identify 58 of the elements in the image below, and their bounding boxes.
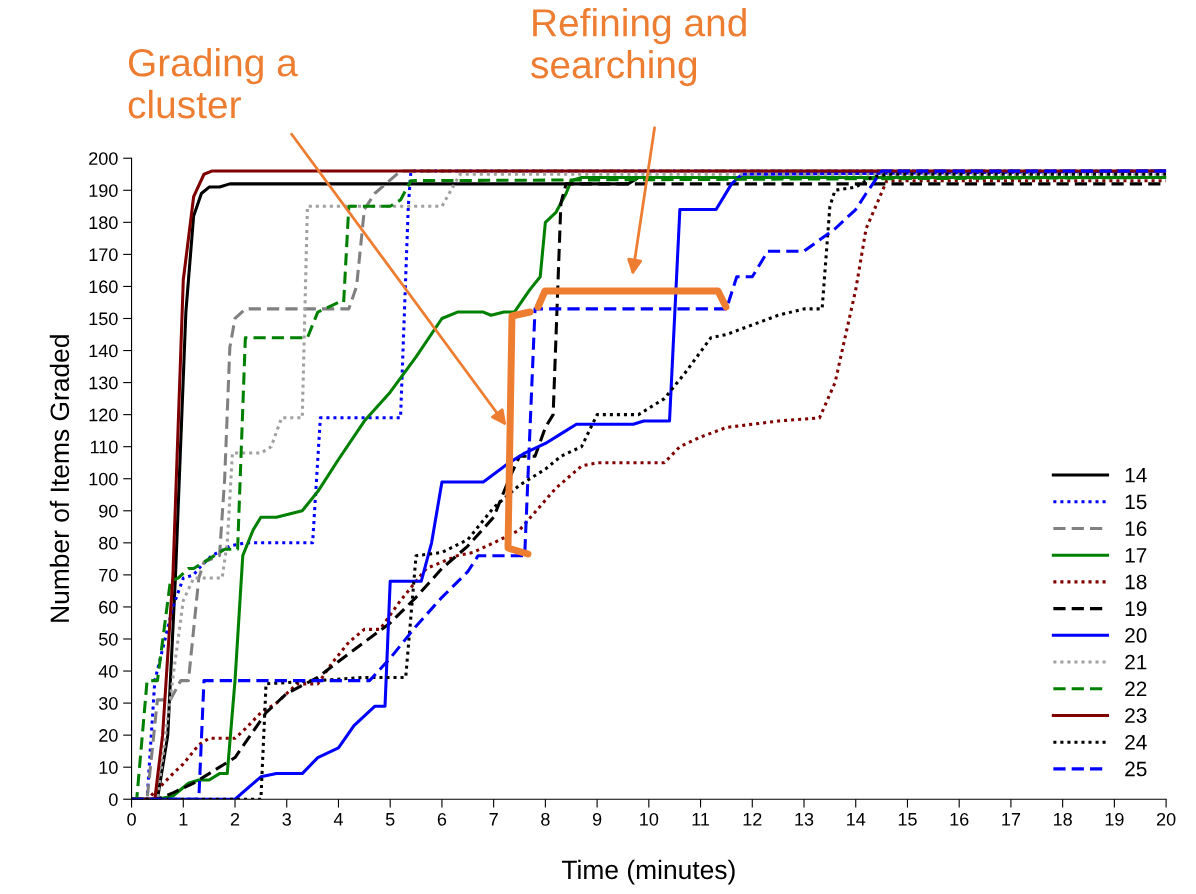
y-tick-label: 120 [89, 408, 118, 422]
x-tick-label: 11 [692, 813, 710, 826]
x-tick-label: 9 [592, 812, 602, 826]
x-tick-label: 18 [1053, 812, 1072, 826]
x-tick-label: 0 [127, 812, 136, 826]
y-tick-label: 130 [89, 376, 118, 390]
x-tick-label: 6 [437, 812, 447, 826]
y-tick-label: 140 [89, 344, 118, 358]
x-tick-label: 19 [1105, 812, 1124, 826]
y-tick-label: 190 [89, 184, 118, 198]
y-tick-label: 150 [89, 312, 118, 326]
legend-label: 17 [1125, 548, 1147, 563]
x-tick-label: 15 [898, 813, 917, 826]
legend-label: 22 [1125, 681, 1147, 697]
x-tick-label: 4 [333, 813, 343, 826]
y-tick-label: 100 [89, 472, 118, 486]
legend-label: 14 [1125, 468, 1147, 483]
text: Grading a cluster [128, 48, 298, 119]
x-tick-label: 1 [179, 813, 188, 826]
x-tick-label: 3 [282, 812, 291, 826]
x-tick-label: 13 [795, 812, 814, 826]
y-tick-label: 50 [99, 632, 118, 646]
legend-label: 16 [1125, 521, 1147, 536]
x-tick-label: 2 [230, 812, 240, 826]
x-tick-label: 20 [1156, 812, 1176, 826]
x-tick-label: 8 [541, 812, 550, 826]
legend-label: 15 [1125, 494, 1147, 510]
legend-label: 19 [1125, 601, 1147, 617]
x-tick-label: 10 [640, 812, 659, 826]
y-tick-label: 180 [89, 216, 118, 230]
legend-label: 18 [1125, 574, 1147, 590]
legend-label: 20 [1125, 628, 1147, 643]
y-tick-label: 200 [89, 152, 118, 165]
x-tick-label: 5 [385, 813, 395, 826]
legend-label: 24 [1125, 734, 1147, 750]
y-tick-label: 70 [99, 568, 118, 582]
y-tick-label: 20 [99, 729, 118, 742]
y-tick-label: 80 [99, 536, 118, 550]
y-tick-label: 90 [99, 504, 118, 518]
y-tick-label: 60 [99, 600, 118, 614]
x-axis-title: Time (minutes) [561, 859, 735, 885]
y-tick-label: 30 [98, 697, 118, 710]
y-tick-label: 0 [109, 793, 118, 806]
legend-label: 21 [1125, 654, 1147, 670]
text: Refining and searching [531, 8, 746, 87]
x-tick-label: 16 [950, 812, 969, 826]
y-tick-label: 160 [89, 280, 118, 294]
legend-label: 23 [1125, 708, 1147, 723]
legend-label: 25 [1125, 761, 1147, 777]
x-tick-label: 7 [489, 813, 498, 826]
x-tick-label: 14 [847, 813, 866, 826]
y-tick-label: 110 [90, 440, 118, 454]
y-axis-title: Number of Items Graded [49, 335, 70, 622]
y-tick-label: 40 [98, 664, 118, 678]
y-tick-label: 10 [99, 761, 118, 774]
y-tick-label: 170 [89, 248, 118, 262]
x-tick-label: 17 [1002, 813, 1021, 826]
x-tick-label: 12 [743, 812, 762, 826]
